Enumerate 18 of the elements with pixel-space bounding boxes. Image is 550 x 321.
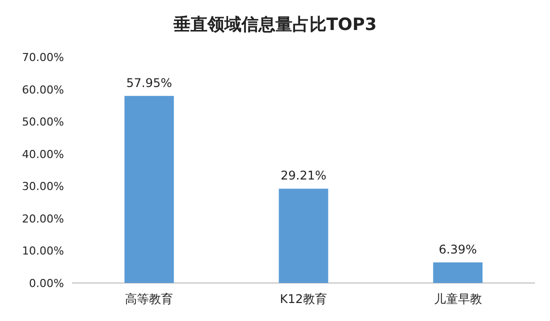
y-tick-label: 40.00% [22, 148, 64, 161]
y-tick-label: 50.00% [22, 116, 64, 129]
y-tick-label: 10.00% [22, 244, 64, 258]
x-tick-label: 高等教育 [125, 292, 174, 306]
x-tick-label: K12教育 [280, 292, 328, 306]
x-tick-label: 儿童早教 [434, 292, 482, 306]
data-label: 6.39% [438, 242, 477, 256]
y-tick-label: 20.00% [22, 212, 64, 226]
chart-title: 垂直领域信息量占比TOP3 [172, 15, 377, 35]
y-tick-label: 70.00% [22, 51, 64, 64]
data-label: 57.95% [126, 76, 172, 90]
data-label: 29.21% [280, 168, 326, 183]
y-tick-label: 0.00% [29, 277, 64, 290]
bar [433, 262, 483, 283]
y-tick-label: 60.00% [22, 83, 64, 96]
bar [278, 188, 328, 283]
y-tick-label: 30.00% [22, 180, 64, 194]
bar [124, 96, 174, 283]
